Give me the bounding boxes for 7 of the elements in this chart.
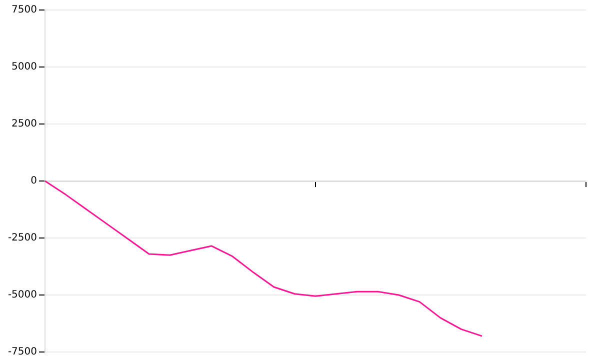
y-tick-label: -7500 [8, 346, 37, 358]
y-tick-label: -2500 [8, 232, 37, 244]
y-tick-label: 5000 [12, 62, 37, 73]
y-tick-label: -5000 [8, 290, 37, 301]
y-tick-label: 7500 [12, 4, 37, 16]
y-tick-label: 0 [30, 176, 37, 187]
y-tick-label: 2500 [12, 118, 37, 130]
